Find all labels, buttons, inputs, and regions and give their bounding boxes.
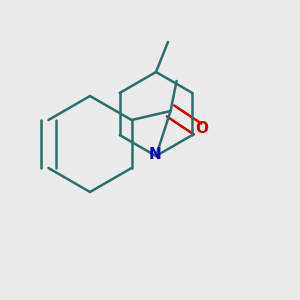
Text: N: N xyxy=(148,147,161,162)
Text: O: O xyxy=(196,122,208,136)
